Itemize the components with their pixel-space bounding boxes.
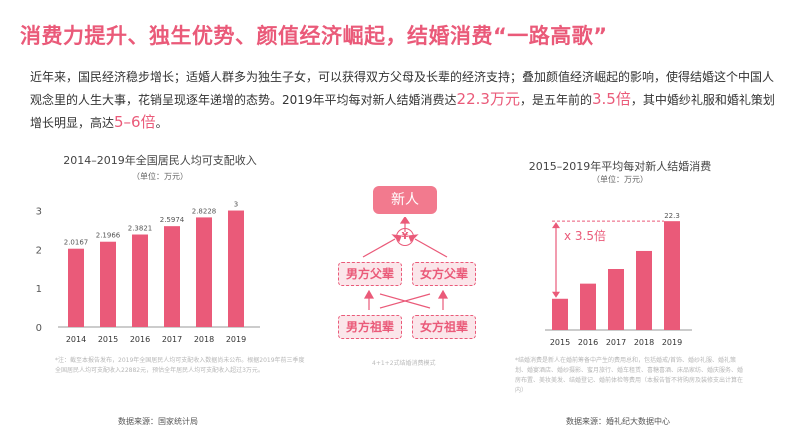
diagram-newlyweds: 新人 [373, 186, 437, 214]
right-bar-2016 [580, 283, 596, 330]
intro-highlight-growth: 5–6倍 [114, 113, 156, 131]
left-chart-unit: （单位：万元） [132, 172, 188, 181]
intro-text-4: 。 [155, 116, 168, 130]
left-y-tick-0: 0 [36, 323, 42, 334]
left-bar-2017 [164, 226, 180, 327]
right-bar-2017 [608, 269, 624, 330]
right-chart-note: *结婚消费是新人在婚前筹备中产生的费用总和，包括婚戒/首饰、婚纱礼服、婚礼策划、… [515, 357, 744, 394]
diagram-groom-grandparents: 男方祖辈 [338, 315, 402, 339]
right-growth-label: x 3.5倍 [564, 228, 606, 243]
intro-text-1: 近年来，国民经济稳步增长；适婚人群多为独生子女，可以获得双方父母及长辈的经济支持… [30, 70, 775, 107]
right-bar-2019 [664, 221, 680, 330]
left-x-tick-2019: 2019 [226, 335, 246, 344]
right-x-tick-2016: 2016 [578, 338, 598, 347]
left-bar-2014 [68, 248, 84, 327]
left-bar-label-2015: 2.1966 [96, 232, 121, 240]
diagram-lower-arrows [363, 290, 449, 310]
right-x-tick-2018: 2018 [634, 338, 654, 347]
diagram-caption: 4+1+2式结婚消费模式 [372, 360, 436, 367]
intro-highlight-cost: 22.3万元 [456, 90, 520, 108]
left-x-tick-2018: 2018 [194, 335, 214, 344]
right-chart: 2015 2016 2017 2018 22.3 2019 x 3.5倍 [545, 212, 692, 347]
right-bar-label-2019: 22.3 [664, 212, 680, 220]
intro-text-3: ，其中婚纱礼服和婚礼策划增长明显，高达 [30, 93, 775, 130]
left-chart-title: 2014–2019年全国居民人均可支配收入 [63, 154, 257, 167]
left-bar-label-2018: 2.8228 [192, 207, 217, 215]
left-y-tick-3: 3 [36, 207, 42, 218]
intro-paragraph: 近年来，国民经济稳步增长；适婚人群多为独生子女，可以获得双方父母及长辈的经济支持… [30, 66, 775, 134]
right-x-tick-2017: 2017 [606, 338, 626, 347]
left-bar-label-2019: 3 [234, 201, 238, 209]
left-bar-2018 [196, 217, 212, 327]
left-chart-note: *注：截至本报告发布，2019年全国居民人均可支配收入数据尚未公布。根据2019… [55, 357, 305, 374]
left-x-tick-2016: 2016 [130, 335, 150, 344]
left-bar-label-2016: 2.3821 [128, 225, 153, 233]
right-bar-2015 [552, 298, 568, 330]
right-chart-title: 2015–2019年平均每对新人结婚消费 [528, 160, 712, 173]
money-coin-icon: ¥ [396, 228, 414, 246]
diagram-bride-parents: 女方父辈 [412, 262, 476, 286]
right-x-tick-2019: 2019 [662, 338, 682, 347]
intro-highlight-multiple: 3.5倍 [591, 90, 631, 108]
left-chart: 0 1 2 3 2.0167 2014 2.1966 2015 2.3821 2016 2.5974… [36, 201, 260, 344]
right-bar-2018 [636, 250, 652, 330]
left-x-tick-2015: 2015 [98, 335, 118, 344]
right-chart-unit: （单位：万元） [592, 175, 648, 184]
right-x-tick-2015: 2015 [550, 338, 570, 347]
left-bar-2015 [100, 241, 116, 327]
intro-text-2: ，是五年前的 [519, 93, 592, 107]
diagram-groom-parents: 男方父辈 [338, 262, 402, 286]
left-x-tick-2014: 2014 [66, 335, 86, 344]
left-bar-2016 [132, 234, 148, 327]
left-chart-source: 数据来源：国家统计局 [118, 417, 198, 426]
left-y-tick-2: 2 [36, 245, 42, 256]
right-growth-arrow-up [552, 222, 560, 229]
page-headline: 消费力提升、独生优势、颜值经济崛起，结婚消费“一路高歌” [20, 24, 608, 48]
right-chart-source: 数据来源：婚礼纪大数据中心 [566, 417, 670, 426]
left-bar-label-2014: 2.0167 [64, 239, 89, 247]
left-bar-2019 [228, 210, 244, 327]
right-growth-arrow-down [552, 291, 560, 298]
left-y-tick-1: 1 [36, 284, 42, 295]
left-x-tick-2017: 2017 [162, 335, 182, 344]
diagram-bride-grandparents: 女方祖辈 [412, 315, 476, 339]
left-bar-label-2017: 2.5974 [160, 216, 185, 224]
